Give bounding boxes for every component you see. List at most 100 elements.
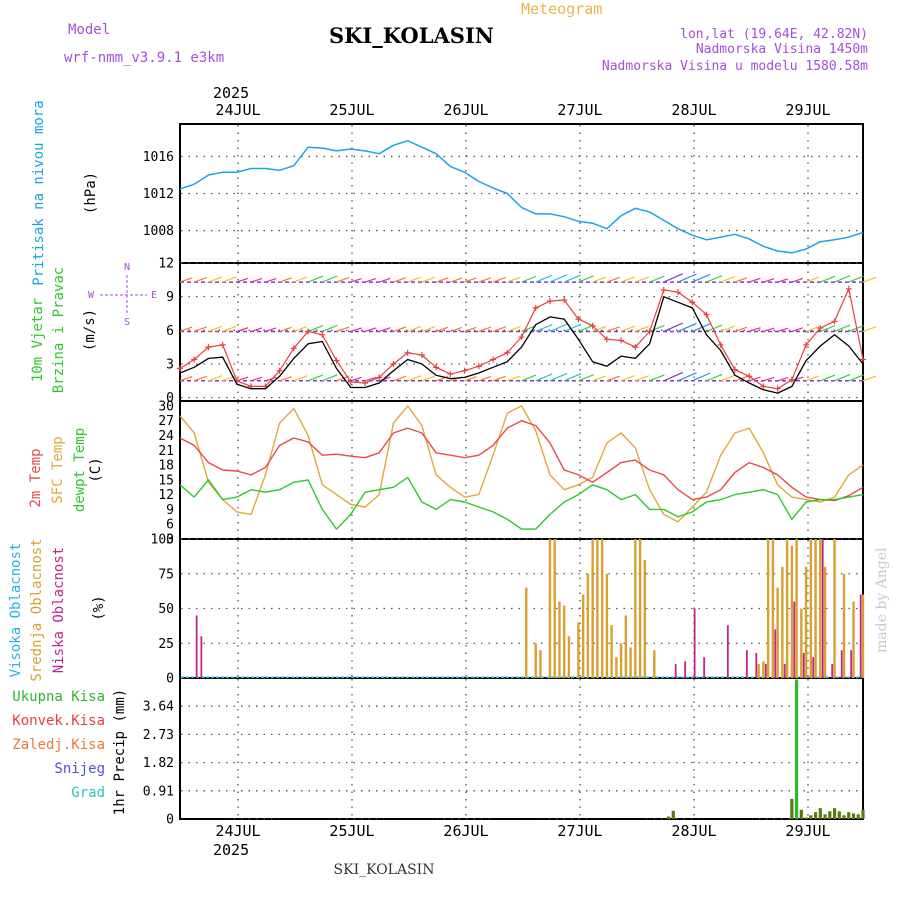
precip-bar: [795, 680, 798, 819]
gust-marker: [447, 371, 453, 377]
date-label-top: 27JUL: [557, 101, 602, 119]
cloud-low-bar: [841, 650, 843, 678]
precip-panel: [180, 678, 863, 819]
cloud-mid-bar: [606, 574, 608, 678]
temp-label-2: SFC Temp: [50, 436, 66, 503]
y-tick-label: 3.64: [143, 700, 174, 715]
temperature-panel: [180, 401, 863, 539]
precip-bar: [823, 814, 826, 819]
wind-barb: [721, 375, 735, 381]
y-tick-label: 9: [166, 503, 174, 518]
cloud-mid-bar: [582, 595, 584, 678]
cloud-mid-bar: [558, 602, 560, 678]
date-label-top: 24JUL: [215, 101, 260, 119]
precip-bar: [809, 815, 812, 819]
cloud-low-bar: [746, 650, 748, 678]
cloud-low-bar: [850, 650, 852, 678]
y-tick-label: 21: [158, 444, 174, 459]
date-label-top: 29JUL: [785, 101, 830, 119]
wind-barb: [194, 327, 207, 332]
cloud-low-bar: [196, 615, 198, 678]
cloud-mid-bar: [587, 574, 589, 678]
cloud-low-bar: [684, 661, 686, 678]
precip-bar: [861, 810, 864, 819]
wind-barb: [835, 276, 851, 282]
dewpt-line: [180, 477, 863, 529]
wind-barb: [208, 277, 222, 282]
wind-barb: [650, 276, 665, 282]
wind-barb: [208, 376, 222, 381]
wind-barb: [564, 374, 581, 381]
precip-bar: [790, 799, 793, 819]
y-tick-label: 3: [166, 357, 174, 372]
gust-marker: [462, 368, 468, 374]
wind-barb: [322, 276, 337, 282]
cloud-mid-bar: [639, 539, 641, 678]
precip-legend: Ukupna KisaKonvek.KisaZaledj.KisaSnijegG…: [12, 689, 105, 801]
pressure-label: Pritisak na nivou mora: [31, 100, 47, 285]
gust-marker: [661, 287, 667, 293]
precip-bar: [857, 814, 860, 819]
y-tick-label: 0: [166, 813, 174, 828]
wind-barb: [294, 376, 308, 381]
elevation-label: Nadmorska Visina 1450m: [696, 42, 868, 57]
watermark: made by Angel: [874, 547, 890, 653]
wind-barb: [550, 275, 567, 282]
wind-barb: [692, 373, 710, 381]
footer-station: SKI_KOLASIN: [334, 862, 435, 878]
wind-barb: [849, 375, 864, 381]
year-top: 2025: [213, 84, 249, 102]
compass-e: E: [151, 290, 157, 301]
gust-marker: [832, 318, 838, 324]
wind-barb: [820, 276, 835, 282]
cloud-mid-bar: [563, 606, 565, 678]
wind-barb: [294, 277, 308, 282]
model-elevation-label: Nadmorska Visina u modelu 1580.58m: [602, 59, 868, 74]
wind-barb: [706, 276, 722, 282]
coords-label: lon,lat (19.64E, 42.82N): [680, 27, 868, 42]
temp-unit: (C): [88, 457, 104, 482]
cloud-low-bar: [727, 625, 729, 678]
gust-marker: [220, 342, 226, 348]
cloud-mid-bar: [862, 595, 864, 678]
model-name: wrf-nmm_v3.9.1 e3km: [64, 50, 224, 66]
wind-barb: [550, 373, 567, 380]
precip-bar: [847, 812, 850, 819]
cloud-mid-bar: [535, 643, 537, 678]
cloud-mid-bar: [843, 574, 845, 678]
cloud-mid-bar: [539, 650, 541, 678]
wind-barb: [322, 375, 337, 381]
cloud-mid-bar: [568, 636, 570, 678]
wind-barb: [408, 277, 421, 282]
precip-bar: [838, 811, 841, 819]
cloud-mid-bar: [625, 615, 627, 678]
precip-legend-item: Konvek.Kisa: [12, 713, 105, 729]
cloud-low-bar: [784, 664, 786, 678]
cloud-mid-bar: [772, 539, 774, 678]
cloud-mid-bar: [762, 661, 764, 678]
wind-barb: [621, 376, 635, 381]
wind-barb: [721, 326, 735, 332]
wind-barb: [578, 375, 593, 381]
cloud-label-mid: Srednja Oblacnost: [29, 538, 45, 681]
cloud-mid-bar: [833, 539, 835, 678]
wind-speed-line: [180, 297, 863, 393]
cloud-mid-bar: [634, 539, 636, 678]
y-tick-label: 1016: [143, 150, 174, 165]
cloud-mid-bar: [596, 539, 598, 678]
y-tick-label: 50: [158, 602, 174, 617]
cloud-mid-bar: [615, 657, 617, 678]
cloud-mid-bar: [781, 567, 783, 678]
date-label-top: 28JUL: [671, 101, 716, 119]
date-label-bottom: 24JUL: [215, 822, 260, 840]
wind-barb: [692, 274, 710, 282]
wind-barb: [820, 375, 835, 381]
wind-barb: [706, 374, 722, 380]
y-tick-label: 15: [158, 473, 174, 488]
gust-marker: [476, 363, 482, 369]
cloud-mid-bar: [620, 643, 622, 678]
gust-marker: [177, 365, 183, 371]
cloud-mid-bar: [776, 588, 778, 678]
cloud-mid-bar: [819, 539, 821, 678]
cloud-mid-bar: [757, 664, 759, 678]
